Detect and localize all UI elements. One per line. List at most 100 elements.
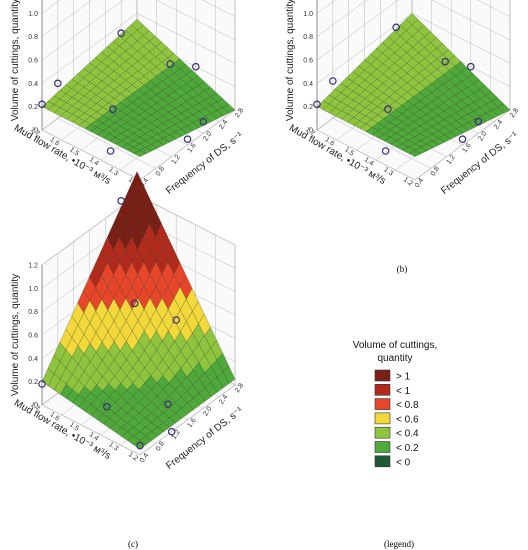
z-tick-label: 0 xyxy=(309,128,313,135)
z-tick-label: 0.8 xyxy=(28,34,38,41)
z-axis-title: Volume of cuttings, quantity xyxy=(10,0,21,121)
data-point xyxy=(103,402,111,411)
x-floor-gridline xyxy=(332,118,431,169)
data-point xyxy=(474,117,483,126)
y-tick-label: 1.3 xyxy=(107,166,119,177)
z-tick-label: 0 xyxy=(34,403,38,410)
data-points xyxy=(38,29,208,155)
data-point xyxy=(164,400,172,408)
z-tick-label: 0.2 xyxy=(303,104,313,111)
legend-swatch xyxy=(374,455,391,468)
legend: Volume of cuttings, quantity > 1 < 1 < 0.8 < … xyxy=(353,340,438,549)
legend-label: < 0.6 xyxy=(396,414,419,425)
legend-item: > 1 xyxy=(374,369,411,383)
data-point xyxy=(117,197,125,205)
y-tick-label: 1.4 xyxy=(88,156,100,167)
data-point xyxy=(192,62,200,71)
data-point xyxy=(183,135,192,143)
z-axis-title: Volume of cuttings, quantity xyxy=(285,0,296,121)
data-point xyxy=(466,62,475,71)
legend-item: < 0.8 xyxy=(374,398,419,411)
z-tick-label: 0.2 xyxy=(28,379,38,386)
panel-caption: (b) xyxy=(397,264,408,274)
x-tick-label: 0.8 xyxy=(155,440,166,452)
z-tick-label: 0.6 xyxy=(28,333,38,340)
data-points xyxy=(38,197,181,450)
z-tick-label: 1.0 xyxy=(28,286,38,293)
data-point xyxy=(392,23,400,32)
legend-label: < 0.8 xyxy=(396,400,419,411)
data-point xyxy=(381,147,390,155)
legend-title-line2: quantity xyxy=(377,353,412,364)
data-point xyxy=(329,77,337,85)
z-tick-label: 0.4 xyxy=(303,81,313,88)
data-point xyxy=(199,117,208,126)
z-tick-label: 0.8 xyxy=(28,309,38,316)
data-point xyxy=(441,57,449,66)
legend-swatch xyxy=(374,398,391,410)
x-tick-label: 1.6 xyxy=(186,417,197,429)
tick-labels: 00.20.40.60.81.01.20.40.81.21.62.02.42.8… xyxy=(303,11,520,189)
z-tick-label: 1.0 xyxy=(303,11,313,18)
data-point xyxy=(130,299,139,308)
y-tick-label: 1.5 xyxy=(68,421,80,432)
data-point xyxy=(136,441,144,450)
legend-swatch xyxy=(374,383,391,396)
x-tick-label: 0.8 xyxy=(155,165,166,177)
y-tick-label: 1.5 xyxy=(343,146,355,157)
y-tick-label: 1.5 xyxy=(68,146,80,157)
x-tick-label: 2.8 xyxy=(509,107,520,119)
data-point xyxy=(166,60,174,68)
data-point xyxy=(384,105,392,113)
legend-caption: (legend) xyxy=(384,539,414,549)
y-floor-gridline xyxy=(139,384,236,456)
y-tick-label: 1.7 xyxy=(29,126,41,137)
data-point xyxy=(54,79,62,88)
legend-label: < 0.4 xyxy=(396,429,419,440)
surface xyxy=(41,171,236,450)
x-floor-gridline xyxy=(41,129,141,181)
legend-label: < 1 xyxy=(396,386,411,397)
x-tick-label: 1.2 xyxy=(171,429,182,441)
surface-cell xyxy=(133,150,147,157)
x-tick-label: 2.4 xyxy=(218,119,229,131)
surface-cell xyxy=(408,150,422,157)
y-tick-label: 1.6 xyxy=(48,411,60,422)
data-point xyxy=(117,29,125,37)
legend-item: < 0.4 xyxy=(374,426,419,440)
y-tick-label: 1.6 xyxy=(323,136,335,147)
legend-label: < 0.2 xyxy=(396,443,419,454)
data-point xyxy=(38,380,46,388)
y-floor-gridline xyxy=(139,109,236,181)
y-tick-label: 1.3 xyxy=(382,166,394,177)
y-floor-gridline xyxy=(414,109,511,181)
legend-item: < 1 xyxy=(374,383,411,397)
x-tick-label: 0.4 xyxy=(139,177,150,189)
data-point xyxy=(106,147,115,155)
x-tick-label: 1.2 xyxy=(446,154,457,166)
legend-label: > 1 xyxy=(396,372,411,383)
x-tick-label: 2.4 xyxy=(218,394,229,406)
legend-title-line1: Volume of cuttings, xyxy=(353,340,438,351)
z-tick-label: 1.2 xyxy=(28,263,38,270)
z-tick-label: 0.2 xyxy=(28,104,38,111)
legend-item: < 0.2 xyxy=(374,441,419,454)
legend-item: < 0 xyxy=(374,455,411,468)
data-point xyxy=(167,427,176,436)
data-point xyxy=(458,135,467,143)
x-tick-label: 0.4 xyxy=(414,177,425,189)
data-points xyxy=(313,23,483,155)
legend-swatch xyxy=(374,426,391,439)
panel-caption: (c) xyxy=(128,539,138,549)
z-tick-label: 1.0 xyxy=(28,11,38,18)
legend-item: < 0.6 xyxy=(374,412,419,425)
x-floor-gridline xyxy=(316,129,416,181)
data-point xyxy=(313,100,321,109)
x-tick-label: 2.0 xyxy=(202,405,213,417)
legend-label: < 0 xyxy=(396,457,411,468)
z-tick-label: 0.4 xyxy=(28,81,38,88)
x-tick-label: 0.4 xyxy=(139,452,150,464)
z-tick-label: 0 xyxy=(34,128,38,135)
data-point xyxy=(38,100,46,109)
